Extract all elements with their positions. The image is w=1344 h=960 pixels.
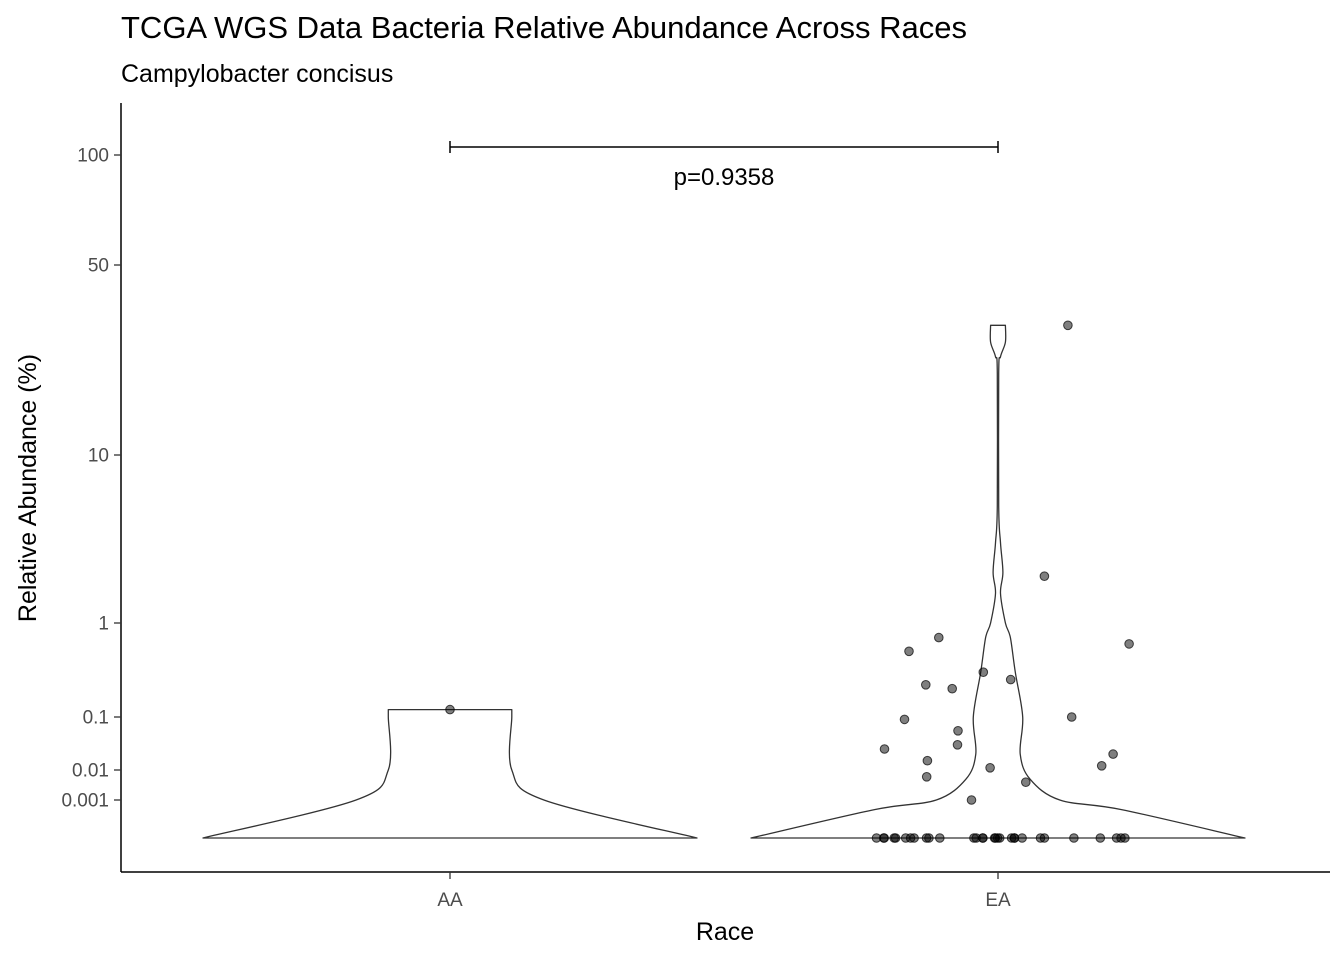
violin-aa <box>202 708 698 839</box>
data-point <box>934 632 944 643</box>
data-point <box>1116 833 1126 843</box>
data-point <box>899 714 910 725</box>
chart-subtitle: Campylobacter concisus <box>121 60 394 88</box>
data-point <box>952 740 963 750</box>
data-point <box>1021 777 1031 788</box>
data-point <box>871 833 882 843</box>
data-point <box>921 772 932 782</box>
data-point <box>1096 761 1107 771</box>
data-point <box>978 667 989 678</box>
violin-ea <box>750 324 1246 839</box>
data-point <box>904 646 914 657</box>
data-point <box>953 726 963 736</box>
data-point <box>1066 712 1077 722</box>
data-point <box>1069 833 1079 843</box>
data-point <box>971 833 982 843</box>
y-axis-title: Relative Abundance (%) <box>14 354 42 622</box>
y-tick-label: 0.001 <box>61 791 109 812</box>
data-point <box>890 833 901 843</box>
data-point <box>1063 320 1073 331</box>
data-point <box>966 795 977 805</box>
data-point <box>1039 833 1050 843</box>
x-axis-title: Race <box>696 918 754 946</box>
y-tick-label: 0.01 <box>72 761 109 782</box>
y-tick-label: 100 <box>77 146 109 167</box>
p-value-label: p=0.9358 <box>674 164 775 191</box>
data-point <box>922 755 933 766</box>
x-tick-label: EA <box>985 890 1011 911</box>
data-point <box>989 833 1000 843</box>
chart-title: TCGA WGS Data Bacteria Relative Abundanc… <box>121 10 967 45</box>
y-tick-label: 50 <box>88 256 109 277</box>
data-point <box>445 704 455 715</box>
data-point <box>935 833 945 843</box>
x-tick-label: AA <box>437 890 463 911</box>
data-point <box>1039 571 1050 582</box>
data-point <box>1108 749 1118 759</box>
y-tick-label: 10 <box>88 446 109 467</box>
data-point <box>1006 833 1017 843</box>
data-point <box>1095 833 1106 843</box>
data-point <box>1124 639 1134 649</box>
data-point <box>879 744 890 754</box>
data-point <box>1005 674 1016 685</box>
y-tick-label: 0.1 <box>83 708 109 729</box>
y-tick-label: 1 <box>98 614 109 635</box>
data-point <box>909 833 919 843</box>
data-point <box>985 763 995 773</box>
data-point <box>921 833 932 843</box>
data-point <box>947 683 958 694</box>
data-point <box>921 680 931 690</box>
